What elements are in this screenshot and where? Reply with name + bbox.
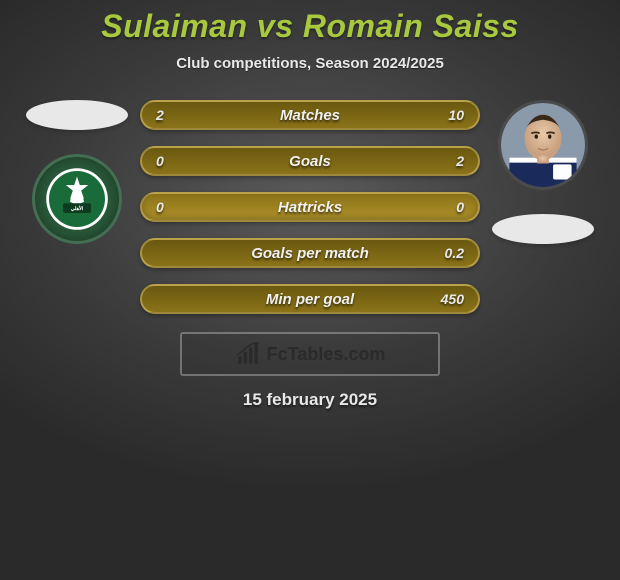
stat-label: Goals	[289, 153, 331, 170]
stat-label: Hattricks	[278, 199, 342, 216]
stat-right-value: 0.2	[445, 245, 464, 261]
stat-label: Matches	[280, 107, 340, 124]
stat-left-value: 2	[156, 107, 164, 123]
stat-bar: Goals per match 0.2	[140, 238, 480, 268]
subtitle: Club competitions, Season 2024/2025	[0, 55, 620, 72]
stat-bar: 2 Matches 10	[140, 100, 480, 130]
right-player-photo	[498, 100, 588, 190]
stat-bar: Min per goal 450	[140, 284, 480, 314]
stat-bar: 0 Goals 2	[140, 146, 480, 176]
stat-right-value: 0	[456, 199, 464, 215]
main-row: الأهلي 2 Matches 10 0 Goals 2 0 Hattricks 0 Goals…	[0, 100, 620, 314]
date-text: 15 february 2025	[0, 390, 620, 410]
stat-left-value: 0	[156, 199, 164, 215]
player-icon	[501, 100, 585, 190]
content-wrapper: Sulaiman vs Romain Saiss Club competitio…	[0, 0, 620, 580]
stat-bar: 0 Hattricks 0	[140, 192, 480, 222]
bar-fill-left	[142, 102, 198, 128]
page-title: Sulaiman vs Romain Saiss	[0, 0, 620, 45]
stat-label: Min per goal	[266, 291, 354, 308]
right-player-column	[488, 100, 598, 244]
stat-label: Goals per match	[251, 245, 369, 262]
left-club-crest: الأهلي	[32, 154, 122, 244]
stats-bars: 2 Matches 10 0 Goals 2 0 Hattricks 0 Goals per ma…	[140, 100, 480, 314]
logo-text: FcTables.com	[267, 344, 386, 365]
fctables-logo-box[interactable]: FcTables.com	[180, 332, 440, 376]
left-shadow-ellipse	[26, 100, 128, 130]
crest-icon: الأهلي	[42, 164, 112, 234]
stat-right-value: 2	[456, 153, 464, 169]
stat-right-value: 10	[448, 107, 464, 123]
stat-right-value: 450	[441, 291, 464, 307]
chart-icon	[235, 341, 261, 367]
stat-left-value: 0	[156, 153, 164, 169]
right-shadow-ellipse	[492, 214, 594, 244]
left-player-column: الأهلي	[22, 100, 132, 244]
